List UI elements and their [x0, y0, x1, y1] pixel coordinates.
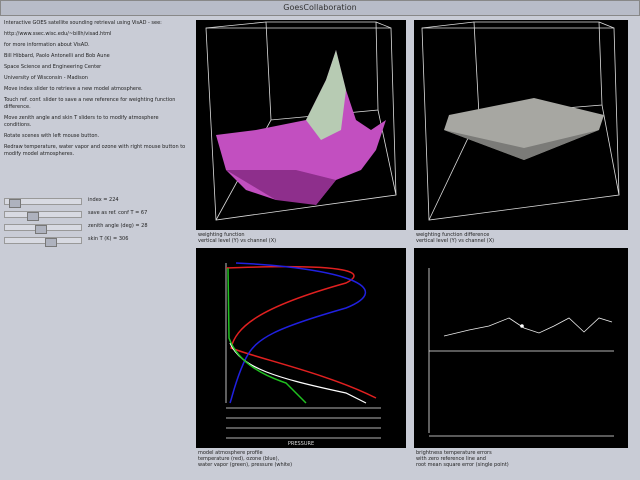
- caption-line: weighting function difference: [416, 232, 490, 238]
- difference-3d-view[interactable]: [414, 20, 628, 230]
- window-title: GoesCollaboration: [0, 0, 640, 16]
- panel-caption: brightness temperature errors with zero r…: [416, 450, 509, 468]
- caption-line: root mean square error (single point): [416, 462, 509, 468]
- info-text: Interactive GOES satellite sounding retr…: [4, 20, 186, 162]
- caption-line: weighting function: [198, 232, 245, 238]
- panel-caption: model atmosphere profile temperature (red…: [198, 450, 292, 468]
- caption-line: temperature (red), ozone (blue),: [198, 456, 280, 462]
- slider[interactable]: skin T (K) = 306: [4, 235, 184, 247]
- info-line: University of Wisconsin - Madison: [4, 75, 88, 81]
- slider-thumb: [35, 225, 47, 234]
- slider-track: [4, 198, 82, 208]
- error-plot[interactable]: [414, 248, 628, 448]
- caption-line: brightness temperature errors: [416, 450, 492, 456]
- info-line: http://www.ssec.wisc.edu/~billh/visad.ht…: [4, 31, 112, 37]
- slider[interactable]: index = 224: [4, 196, 184, 208]
- info-line: Space Science and Engineering Center: [4, 64, 102, 70]
- info-line: Bill Hibbard, Paolo Antonelli and Bob Au…: [4, 53, 110, 59]
- caption-line: with zero reference line and: [416, 456, 486, 462]
- slider-thumb: [27, 212, 39, 221]
- info-line: Redraw temperature, water vapor and ozon…: [4, 144, 186, 157]
- slider-track: [4, 224, 82, 234]
- slider-label: save as ref. conf T = 67: [88, 210, 148, 216]
- caption-line: model atmosphere profile: [198, 450, 263, 456]
- info-line: Interactive GOES satellite sounding retr…: [4, 20, 162, 26]
- info-line: for more information about VisAD.: [4, 42, 90, 48]
- slider-label: index = 224: [88, 197, 119, 203]
- info-line: Move zenith angle and skin T sliders to …: [4, 115, 159, 128]
- slider[interactable]: save as ref. conf T = 67: [4, 209, 184, 221]
- caption-line: vertical level (Y) vs channel (X): [416, 238, 495, 244]
- profile-plot[interactable]: PRESSURE: [196, 248, 406, 448]
- slider-thumb: [45, 238, 57, 247]
- info-line: Touch ref. conf. slider to save a new re…: [4, 97, 176, 110]
- weighting-3d-view[interactable]: [196, 20, 406, 230]
- slider-thumb: [9, 199, 21, 208]
- slider[interactable]: zenith angle (deg) = 28: [4, 222, 184, 234]
- slider-label: zenith angle (deg) = 28: [88, 223, 148, 229]
- slider-track: [4, 211, 82, 221]
- axis-label: PRESSURE: [288, 441, 314, 447]
- slider-label: skin T (K) = 306: [88, 236, 129, 242]
- info-line: Rotate scenes with left mouse button.: [4, 133, 100, 139]
- slider-track: [4, 237, 82, 247]
- info-line: Move index slider to retrieve a new mode…: [4, 86, 143, 92]
- caption-line: vertical level (Y) vs channel (X): [198, 238, 277, 244]
- panel-caption: weighting function difference vertical le…: [416, 232, 494, 244]
- caption-line: water vapor (green), pressure (white): [198, 462, 293, 468]
- panel-caption: weighting function vertical level (Y) vs …: [198, 232, 276, 244]
